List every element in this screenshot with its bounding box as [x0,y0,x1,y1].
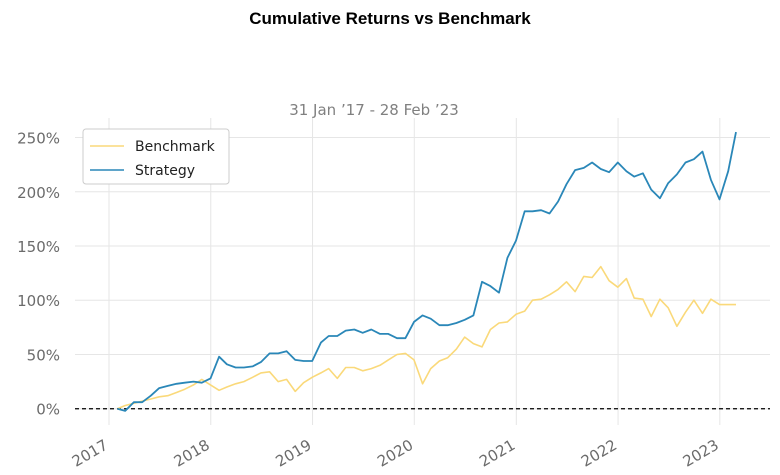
x-tick-label: 2021 [476,436,518,471]
x-tick-label: 2022 [578,436,620,471]
legend: Benchmark Strategy [82,128,230,185]
chart-subtitle: 31 Jan ’17 - 28 Feb ’23 [289,101,459,119]
chart-title: Cumulative Returns vs Benchmark [249,9,531,28]
series-line-strategy [117,131,737,412]
x-axis-ticks: 2017 2018 2019 2020 2021 2022 2023 [69,436,722,471]
y-axis-ticks: 0% 50% 100% 150% 200% 250% [17,130,60,419]
x-tick-label: 2018 [171,436,213,471]
x-tick-label: 2017 [69,436,111,471]
y-tick-label: 150% [17,238,60,256]
y-tick-label: 0% [36,401,60,419]
legend-label-strategy: Strategy [135,163,195,179]
y-tick-label: 50% [27,346,60,364]
y-tick-label: 200% [17,184,60,202]
x-tick-label: 2020 [374,436,416,471]
legend-label-benchmark: Benchmark [135,139,216,155]
x-tick-label: 2023 [680,436,722,471]
series-line-benchmark [117,265,736,410]
x-tick-label: 2019 [272,436,314,471]
series-layer [117,131,737,412]
y-tick-label: 100% [17,292,60,310]
y-tick-label: 250% [17,130,60,148]
